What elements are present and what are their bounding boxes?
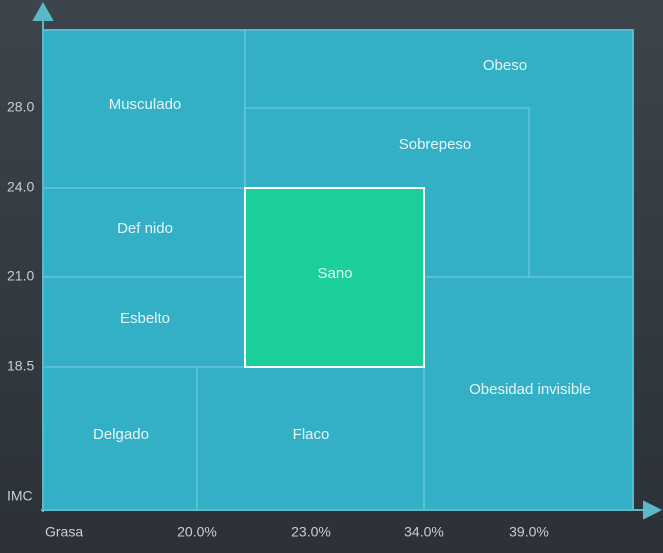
region [42,276,246,368]
axes [32,1,663,520]
x-axis-title: Grasa [45,524,83,540]
region-label: Esbelto [120,310,170,327]
region-label: Sobrepeso [399,136,472,153]
y-tick-label: 24.0 [7,179,34,195]
region [42,187,246,278]
region-label: Sano [317,265,352,282]
x-tick-label: 39.0% [509,524,549,540]
x-tick-label: 34.0% [404,524,444,540]
x-tick-label: 23.0% [291,524,331,540]
y-tick-label: 18.5 [7,358,34,374]
x-tick-label: 20.0% [177,524,217,540]
regions [42,29,634,511]
y-tick-label: 28.0 [7,99,34,115]
region-label: Obesidad invisible [469,381,591,398]
region [196,366,425,511]
x-arrow [643,500,663,520]
highlight-region [244,187,425,368]
region-label: Flaco [293,426,330,443]
region-label: Obeso [483,57,527,74]
y-arrow [32,1,54,21]
region-label: Musculado [109,96,182,113]
region-label: Delgado [93,426,149,443]
y-axis-title: IMC [7,488,33,504]
y-tick-label: 21.0 [7,268,34,284]
region-label: Def nido [117,220,173,237]
region [42,29,246,189]
